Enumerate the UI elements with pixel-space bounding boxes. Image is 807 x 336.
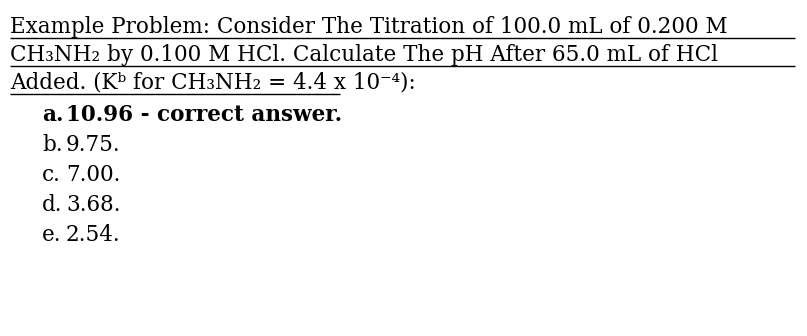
Text: 7.00.: 7.00.	[66, 164, 120, 186]
Text: a.: a.	[42, 104, 64, 126]
Text: 10.96 - correct answer.: 10.96 - correct answer.	[66, 104, 342, 126]
Text: CH₃NH₂ by 0.100 M HCl. Calculate The pH After 65.0 mL of HCl: CH₃NH₂ by 0.100 M HCl. Calculate The pH …	[10, 44, 718, 66]
Text: e.: e.	[42, 224, 61, 246]
Text: d.: d.	[42, 194, 62, 216]
Text: Added. (Kᵇ for CH₃NH₂ = 4.4 x 10⁻⁴):: Added. (Kᵇ for CH₃NH₂ = 4.4 x 10⁻⁴):	[10, 72, 416, 94]
Text: 2.54.: 2.54.	[66, 224, 120, 246]
Text: 3.68.: 3.68.	[66, 194, 120, 216]
Text: Example Problem: Consider The Titration of 100.0 mL of 0.200 M: Example Problem: Consider The Titration …	[10, 16, 728, 38]
Text: b.: b.	[42, 134, 63, 156]
Text: 9.75.: 9.75.	[66, 134, 120, 156]
Text: c.: c.	[42, 164, 61, 186]
